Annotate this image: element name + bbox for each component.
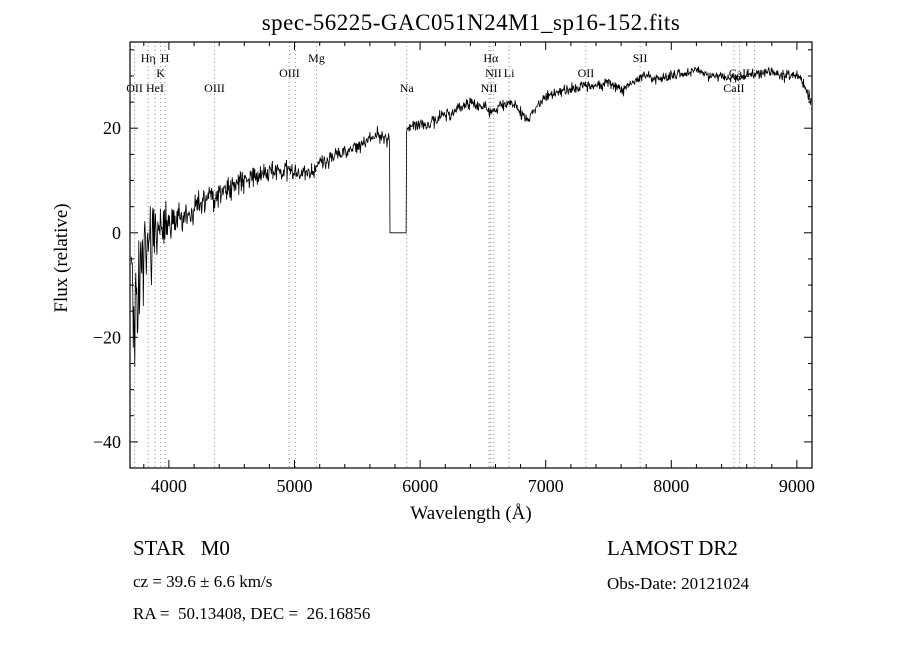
- svg-text:Hα: Hα: [483, 51, 499, 65]
- svg-text:CaII: CaII: [723, 81, 744, 95]
- svg-text:Mg: Mg: [308, 51, 325, 65]
- svg-text:OII: OII: [126, 81, 143, 95]
- svg-text:Li: Li: [504, 66, 515, 80]
- classification-label: STAR M0: [133, 536, 230, 560]
- svg-text:Hη: Hη: [141, 51, 156, 65]
- svg-text:9000: 9000: [779, 476, 815, 496]
- svg-text:8000: 8000: [653, 476, 689, 496]
- svg-text:OIII: OIII: [204, 81, 225, 95]
- svg-text:NII: NII: [481, 81, 498, 95]
- coordinates-label: RA = 50.13408, DEC = 26.16856: [133, 604, 371, 623]
- svg-text:SII: SII: [633, 51, 648, 65]
- svg-text:0: 0: [112, 223, 121, 243]
- svg-text:5000: 5000: [277, 476, 313, 496]
- svg-text:Na: Na: [400, 81, 415, 95]
- svg-text:K: K: [156, 66, 165, 80]
- svg-text:NII: NII: [485, 66, 502, 80]
- survey-label: LAMOST DR2: [607, 536, 738, 560]
- svg-text:7000: 7000: [528, 476, 564, 496]
- svg-text:HeI: HeI: [146, 81, 164, 95]
- svg-text:−20: −20: [93, 327, 121, 347]
- svg-text:6000: 6000: [402, 476, 438, 496]
- svg-text:H: H: [161, 51, 170, 65]
- axis-ticks: [130, 42, 812, 468]
- svg-text:OIII: OIII: [279, 66, 300, 80]
- obs-date-label: Obs-Date: 20121024: [607, 574, 750, 593]
- svg-text:20: 20: [103, 118, 121, 138]
- plot-title: spec-56225-GAC051N24M1_sp16-152.fits: [261, 10, 681, 35]
- plot-frame: [129, 41, 813, 469]
- svg-text:OII: OII: [578, 66, 595, 80]
- spectral-line-markers: [134, 42, 755, 468]
- svg-text:4000: 4000: [151, 476, 187, 496]
- spectrum-trace: [130, 66, 812, 367]
- svg-text:−40: −40: [93, 432, 121, 452]
- tick-labels: 4000 5000 6000 7000 8000 9000 −40 −20 0 20: [93, 118, 815, 496]
- radial-velocity-label: cz = 39.6 ± 6.6 km/s: [133, 572, 273, 591]
- x-axis-label: Wavelength (Å): [410, 503, 532, 524]
